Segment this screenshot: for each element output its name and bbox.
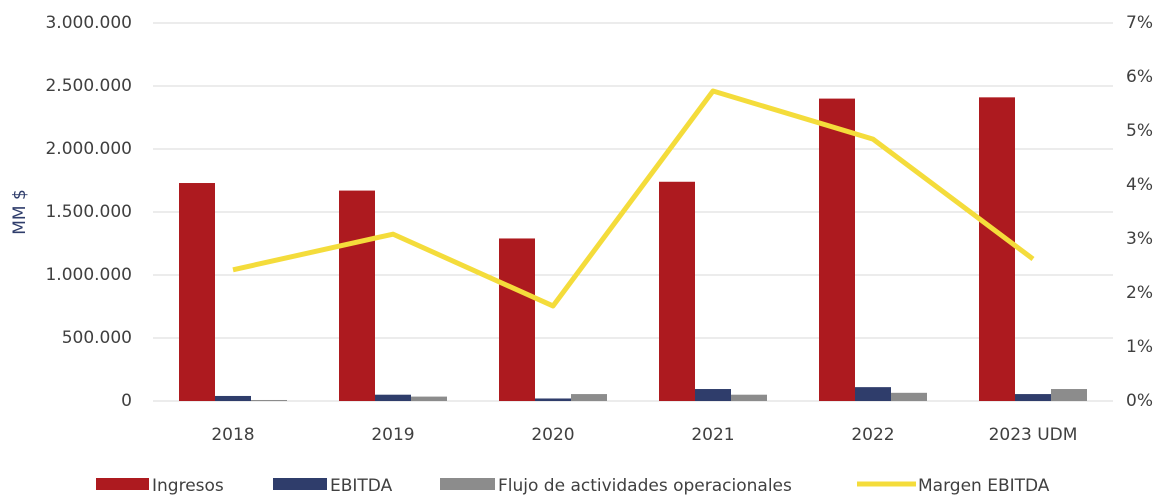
y2-tick-label: 3% <box>1126 229 1153 249</box>
bar <box>339 190 375 401</box>
y-tick-label: 1.000.000 <box>45 265 132 285</box>
line <box>232 88 1035 309</box>
bar <box>819 98 855 401</box>
y-tick-label: 500.000 <box>62 328 132 348</box>
y2-tick-label: 4% <box>1126 175 1153 195</box>
bar <box>251 399 287 401</box>
bar <box>571 394 607 401</box>
y-tick-label: 3.000.000 <box>45 13 132 33</box>
y2-tick-label: 0% <box>1126 391 1153 411</box>
x-tick-label: 2022 <box>851 425 894 445</box>
legend-label: Ingresos <box>152 476 224 495</box>
y-tick-label: 2.500.000 <box>45 76 132 96</box>
bar <box>375 394 411 401</box>
x-tick-label: 2020 <box>531 425 574 445</box>
x-tick-label: 2019 <box>371 425 414 445</box>
y2-tick-label: 1% <box>1126 337 1153 357</box>
bar <box>659 181 695 401</box>
y-tick-label: 1.500.000 <box>45 202 132 222</box>
y2-tick-label: 7% <box>1126 13 1153 33</box>
bar <box>855 387 891 401</box>
y-tick-label: 2.000.000 <box>45 139 132 159</box>
bar <box>979 97 1015 401</box>
bar <box>695 389 731 401</box>
y2-tick-label: 6% <box>1126 67 1153 87</box>
legend-swatch <box>273 478 327 490</box>
bar <box>1051 389 1087 401</box>
y2-tick-label: 2% <box>1126 283 1153 303</box>
legend-swatch <box>96 478 149 490</box>
bar <box>535 398 571 401</box>
x-tick-label: 2023 UDM <box>989 425 1078 445</box>
bar <box>891 392 927 401</box>
bar <box>179 183 215 401</box>
legend-swatch <box>440 478 495 490</box>
x-tick-label: 2018 <box>211 425 254 445</box>
legend-label: Flujo de actividades operacionales <box>498 476 792 495</box>
y2-tick-label: 5% <box>1126 121 1153 141</box>
legend-label: EBITDA <box>330 476 393 495</box>
y-axis-label: MM $ <box>10 189 30 235</box>
bar <box>499 238 535 401</box>
x-tick-label: 2021 <box>691 425 734 445</box>
bar <box>731 394 767 401</box>
bar <box>1015 394 1051 401</box>
y-tick-label: 0 <box>121 391 132 411</box>
bar <box>411 396 447 401</box>
legend-label: Margen EBITDA <box>918 476 1050 495</box>
bar <box>215 395 251 401</box>
